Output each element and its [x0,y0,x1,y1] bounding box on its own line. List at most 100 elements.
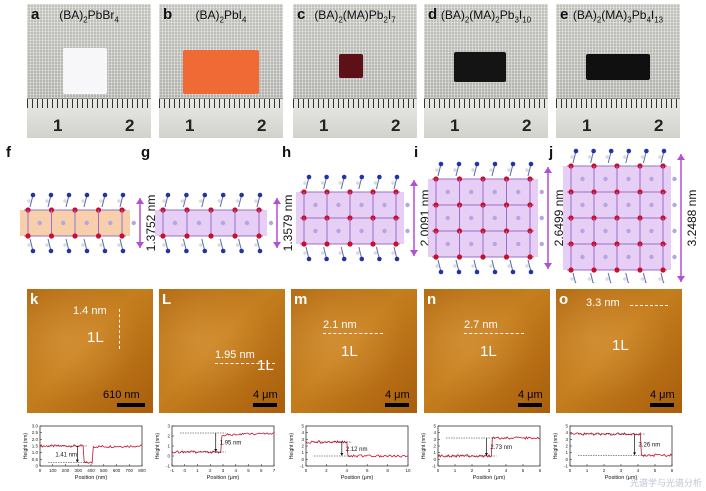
x-tick-label: 5 [522,468,525,473]
lead-atom [433,254,439,260]
organic-atom [438,269,444,275]
step-height-label: 1.4 nm [73,305,107,317]
halide-atom [516,241,521,247]
organic-atom [626,148,632,154]
panel-label: L [162,291,172,308]
profile-line [305,440,408,458]
x-tick-label: 6 [671,468,674,473]
crystal-sample [586,54,650,80]
organic-chain [607,272,612,283]
halide-atom [580,176,585,182]
organic-atom [30,192,36,198]
afm-image: n 2.7 nm 1L 4 μm [424,289,550,413]
scale-bar-label: 4 μm [650,389,675,401]
organic-atom [658,155,662,159]
organic-atom [587,155,592,159]
organic-atom [48,248,54,254]
halide-atom [516,189,521,195]
lead-atom [527,254,533,260]
lead-atom [480,254,486,260]
halide-atom [172,220,178,226]
scale-bar [253,403,277,407]
halide-atom [131,220,136,226]
arrow-head [340,453,344,456]
y-tick-label: 3 [301,437,304,442]
organic-atom [394,174,400,180]
height-profile-chart: 0 100 200 300 400 500 600 700 800 0 0.5 1.01.5 2.0 2.… [23,424,146,482]
organic-atom [324,174,329,180]
halide-atom [268,220,274,226]
y-tick-label: 3 [167,424,170,429]
halide-atom [469,189,474,195]
arrow-head [410,180,418,186]
organic-atom [373,181,378,185]
y-axis-label: Height (nm) [23,433,29,459]
y-tick-label: 0 [433,457,436,462]
formula-label: (BA)2(MA)3Pb4I13 [572,8,664,25]
halide-atom [626,202,631,208]
y-tick-label: 0 [565,457,568,462]
halide-atom [108,220,113,226]
x-tick-label: 3 [488,468,491,473]
halide-atom [649,228,654,234]
organic-atom [320,181,325,185]
organic-atom [162,199,166,203]
halide-atom [626,228,631,234]
x-axis-label: Position (μm) [341,475,374,481]
organic-atom [99,199,103,203]
organic-atom [359,174,365,180]
step-annotation: 2.12 nm [346,447,368,453]
organic-atom [27,199,31,203]
profile-line [323,333,383,334]
organic-atom [338,181,343,185]
plot-frame [437,425,541,467]
x-tick-label: 3 [620,468,623,473]
profile-line [437,436,540,458]
organic-atom [257,248,263,254]
halide-atom [603,202,608,208]
lead-atom [184,233,190,239]
arrow-head [544,263,552,269]
lead-atom [324,241,330,247]
afm-image: L 1.95 nm 1L 4 μm [159,289,285,413]
lead-atom [301,241,307,247]
halide-atom [492,241,497,247]
y-tick-label: 2.0 [32,437,39,442]
organic-atom [84,192,90,198]
ruler-ticks [293,98,417,108]
halide-atom [336,202,341,208]
organic-atom [84,248,90,254]
x-tick-label: 100 [49,468,57,473]
y-tick-label: 3.0 [32,424,39,429]
y-tick-label: 0.5 [32,457,39,462]
halide-atom [445,241,450,247]
halide-atom [313,202,318,208]
arrow-head [273,198,281,204]
lead-atom [591,267,597,273]
organic-atom [492,269,498,275]
halide-atom [672,202,677,208]
sample-photo: 1 2 (BA)2PbI4 b [159,4,283,138]
organic-atom [510,161,516,167]
x-tick-label: 1 [454,468,457,473]
halide-atom [603,176,608,182]
panel-label: o [559,291,569,308]
organic-atom [199,199,203,203]
y-axis-label: Height (nm) [289,433,295,459]
organic-atom [435,264,439,268]
panel-label: b [163,6,173,23]
y-tick-label: 2 [167,434,170,439]
organic-atom [199,243,203,247]
layer-label: 1L [612,337,629,354]
organic-chain [660,272,665,283]
x-tick-label: 500 [100,468,108,473]
organic-atom [644,148,649,154]
organic-atom [391,251,395,255]
organic-atom [324,256,329,262]
halide-atom [196,220,202,226]
x-tick-label: 700 [125,468,133,473]
lead-atom [370,241,376,247]
organic-atom [303,251,307,255]
organic-atom [356,181,360,185]
